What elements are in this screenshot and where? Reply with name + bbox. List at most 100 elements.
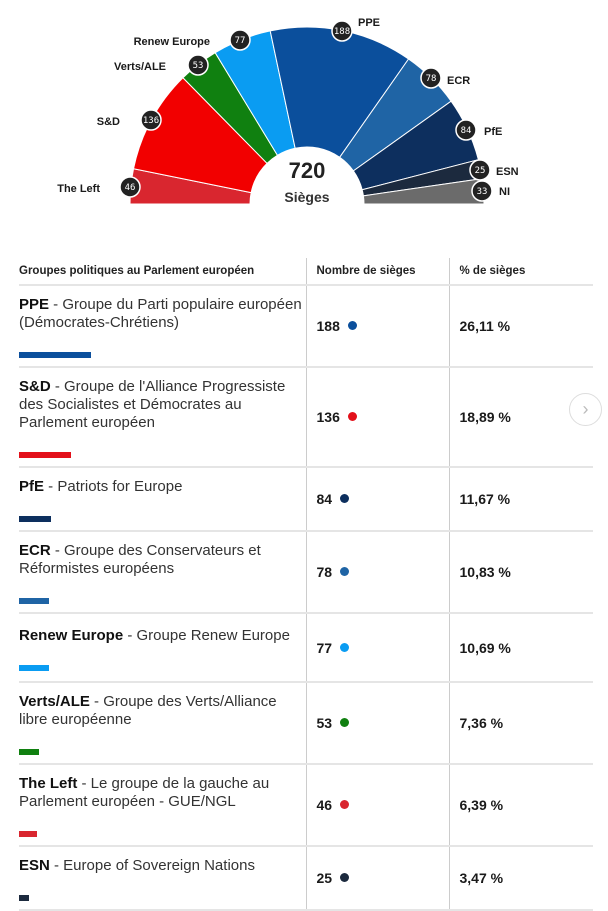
group-cell: The Left - Le groupe de la gauche au Par… (19, 764, 306, 847)
group-abbr: The Left (19, 775, 78, 792)
group-cell: PPE - Groupe du Parti populaire européen… (19, 285, 306, 368)
seats-cell: 188 (305, 285, 449, 368)
color-dot (347, 321, 357, 330)
pct-cell: 11,67 % (448, 467, 593, 532)
group-abbr: PPE (19, 296, 50, 313)
group-bar (19, 516, 52, 522)
group-abbr: Verts/ALE (19, 693, 90, 710)
seats-value: 136 (316, 409, 340, 425)
seat-badge-value: 188 (334, 27, 350, 37)
groups-table: Groupes politiques au Parlement européen… (19, 258, 593, 911)
seats-value: 77 (316, 639, 333, 656)
total-label: Sièges (284, 189, 329, 205)
table-row: Verts/ALE - Groupe des Verts/Alliance li… (19, 682, 593, 765)
group-label: Renew Europe (134, 36, 210, 48)
group-label: S&D (97, 116, 120, 128)
seat-badge (140, 109, 162, 131)
group-abbr: Renew Europe (19, 626, 124, 644)
group-cell: S&D - Groupe de l'Alliance Progressiste … (19, 367, 306, 468)
group-name: - Groupe de l'Alliance Progressiste des … (19, 378, 286, 431)
group-bar (19, 352, 92, 358)
group-cell: ESN - Europe of Sovereign Nations (19, 846, 306, 911)
group-label: PPE (358, 17, 380, 29)
group-bar (19, 895, 29, 901)
seat-badge-value: 33 (477, 187, 488, 197)
table-row: S&D - Groupe de l'Alliance Progressiste … (19, 367, 593, 468)
group-label: PfE (484, 126, 502, 138)
seat-badge-value: 46 (125, 183, 136, 193)
seat-badge-value: 136 (143, 116, 159, 126)
seats-value: 78 (316, 564, 333, 580)
group-name: - Groupe des Conservateurs et Réformiste… (19, 542, 261, 577)
seats-cell: 46 (305, 764, 449, 847)
seats-value: 46 (316, 797, 333, 813)
seat-badge (471, 180, 493, 202)
table-row: PfE - Patriots for Europe 84 11,67 % (19, 467, 593, 532)
seat-badge (119, 176, 141, 198)
segment-ppe (269, 26, 410, 159)
pct-cell: 7,36 % (448, 682, 593, 765)
chevron-right-icon[interactable]: › (569, 393, 602, 426)
seat-badge (331, 20, 353, 42)
seat-badge-value: 77 (235, 36, 246, 46)
group-name: - Le groupe de la gauche au Parlement eu… (19, 775, 270, 810)
group-label: Verts/ALE (114, 61, 166, 73)
table-row: The Left - Le groupe de la gauche au Par… (19, 764, 593, 847)
color-dot (340, 642, 350, 652)
color-dot (340, 567, 350, 576)
table-row: ESN - Europe of Sovereign Nations 25 3,4… (19, 846, 593, 911)
color-dot (340, 873, 350, 882)
group-bar (19, 598, 50, 604)
total-seats: 720 (289, 158, 326, 183)
color-dot (340, 494, 350, 503)
group-bar (19, 664, 49, 671)
seat-badge (469, 159, 491, 181)
group-name: - Patriots for Europe (44, 478, 183, 495)
seats-cell: 78 (305, 531, 449, 614)
seat-badge (187, 54, 209, 76)
pct-cell: 26,11 % (448, 285, 593, 368)
header-groups: Groupes politiques au Parlement européen (19, 258, 306, 286)
table-row: ECR - Groupe des Conservateurs et Réform… (19, 531, 593, 614)
pct-cell: 18,89 % (448, 367, 593, 468)
group-name: - Groupe du Parti populaire européen (Dé… (19, 296, 302, 331)
seats-value: 84 (316, 491, 333, 507)
color-dot (340, 718, 350, 727)
group-name: - Groupe des Verts/Alliance libre europé… (19, 693, 277, 728)
group-cell: PfE - Patriots for Europe (19, 467, 306, 532)
seat-badge-value: 84 (461, 126, 472, 136)
pct-cell: 10,83 % (448, 531, 593, 614)
group-bar (19, 831, 37, 837)
table-row: PPE - Groupe du Parti populaire européen… (19, 285, 593, 368)
header-seats: Nombre de sièges (305, 258, 449, 286)
table-row: Renew Europe - Groupe Renew Europe 77 10… (19, 613, 593, 683)
group-name: - Europe of Sovereign Nations (49, 857, 255, 874)
group-abbr: ESN (19, 857, 50, 874)
group-cell: Verts/ALE - Groupe des Verts/Alliance li… (19, 682, 306, 765)
seat-badge-value: 25 (475, 166, 486, 176)
header-pct: % de sièges (448, 258, 593, 286)
seat-badge (455, 119, 477, 141)
group-bar (19, 452, 72, 458)
color-dot (340, 800, 350, 809)
group-abbr: S&D (19, 378, 51, 395)
seats-cell: 84 (305, 467, 449, 532)
group-name: - Groupe Renew Europe (123, 626, 290, 644)
seat-badge-value: 53 (193, 61, 204, 71)
pct-cell: 10,69 % (448, 613, 593, 683)
group-label: The Left (57, 183, 100, 195)
seats-cell: 53 (305, 682, 449, 765)
hemicycle-chart: 46 The Left 136 S&D 53 Verts/ALE 77 Renew Europ… (57, 17, 519, 205)
group-abbr: ECR (19, 542, 51, 559)
seat-badge-value: 78 (426, 74, 437, 84)
seats-value: 25 (316, 870, 333, 886)
seats-value: 53 (316, 715, 333, 731)
seat-badge (229, 29, 251, 51)
group-label: ESN (496, 166, 519, 178)
group-label: ECR (447, 75, 470, 87)
group-label: NI (499, 186, 510, 198)
pct-cell: 6,39 % (448, 764, 593, 847)
group-bar (19, 749, 40, 755)
color-dot (347, 412, 357, 421)
group-abbr: PfE (19, 478, 45, 495)
